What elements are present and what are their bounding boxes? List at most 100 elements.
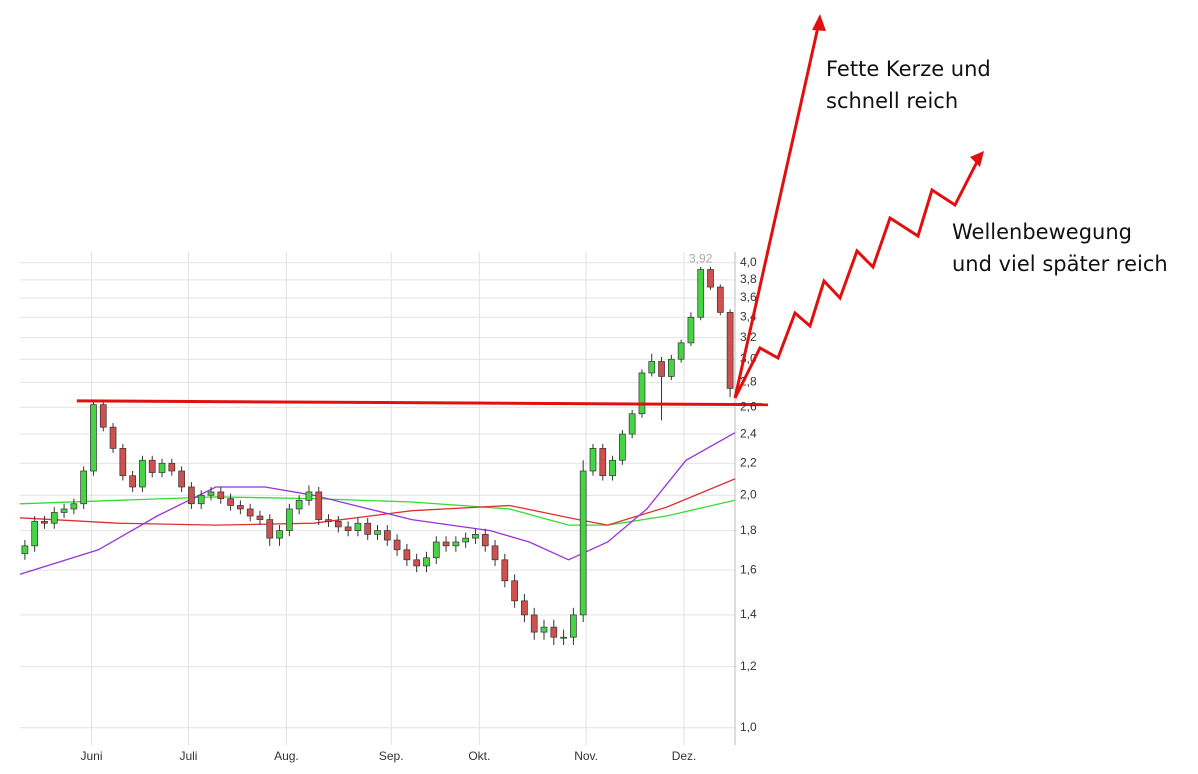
candle-body	[217, 491, 225, 499]
y-tick-label: 1,8	[740, 523, 757, 537]
arrowhead	[970, 151, 984, 167]
y-tick-label: 2,2	[740, 455, 757, 469]
y-tick-label: 1,0	[740, 720, 757, 734]
candle-body	[648, 361, 656, 374]
x-tick-label: Dez.	[672, 749, 697, 763]
candle-body	[579, 470, 587, 616]
moving-average	[19, 496, 736, 526]
candle-body	[237, 505, 244, 510]
annotation: schnell reich	[826, 89, 958, 113]
x-tick-label: Aug.	[274, 749, 299, 763]
candle-body	[393, 539, 401, 551]
candle-body	[403, 549, 411, 561]
candle-body	[139, 459, 146, 488]
candle-body	[726, 312, 734, 389]
candle-body	[21, 545, 29, 555]
candle-body	[344, 526, 352, 531]
candle-body	[658, 361, 665, 377]
candle-body	[716, 286, 724, 313]
candle-body	[354, 522, 362, 531]
candle-body	[80, 470, 88, 505]
candle-body	[197, 494, 205, 505]
y-tick-label: 1,4	[740, 607, 757, 621]
y-tick-label: 2,0	[740, 487, 757, 501]
x-tick-label: Nov.	[574, 749, 598, 763]
y-tick-label: 3,8	[740, 272, 757, 286]
y-tick-label: 1,6	[740, 562, 757, 576]
candle-body	[99, 404, 107, 428]
candle-body	[315, 491, 323, 520]
candle-body	[423, 557, 430, 567]
candle-body	[295, 499, 303, 510]
candle-body	[148, 459, 156, 473]
candle-body	[511, 580, 518, 602]
candle-body	[119, 448, 127, 477]
candle-body	[452, 541, 460, 547]
candle-body	[31, 521, 39, 547]
candle-body	[158, 462, 166, 473]
annotation: Wellenbewegung	[952, 220, 1132, 244]
arrow-wave	[733, 155, 982, 399]
x-tick-label: Juli	[179, 749, 197, 763]
candle-body	[628, 413, 636, 435]
x-tick-label: Sep.	[379, 749, 404, 763]
candle-body	[687, 316, 695, 344]
candle-body	[550, 626, 558, 638]
candle-body	[188, 486, 195, 505]
candle-body	[325, 519, 332, 522]
candle-body	[570, 614, 577, 638]
candle-body	[609, 459, 616, 477]
candle-body	[246, 508, 254, 517]
annotation: Fette Kerze und	[826, 57, 991, 81]
candle-body	[432, 541, 440, 559]
candle-body	[697, 269, 705, 318]
candle-body	[472, 534, 479, 539]
candle-body	[540, 626, 548, 633]
moving-average	[19, 478, 736, 526]
candle-body	[707, 269, 714, 288]
annotation: und viel später reich	[952, 252, 1168, 276]
candle-body	[413, 559, 421, 567]
candle-body	[619, 433, 626, 461]
candle-body	[178, 470, 185, 488]
candle-body	[530, 614, 538, 633]
support-line	[76, 399, 769, 407]
y-tick-label: 4,0	[740, 255, 757, 269]
candles	[21, 266, 769, 645]
candle-body	[109, 426, 117, 449]
x-tick-label: Okt.	[468, 749, 490, 763]
candle-body	[305, 491, 313, 501]
arrowhead	[812, 14, 826, 31]
candle-body	[207, 491, 215, 496]
candle-body	[667, 358, 675, 377]
candle-body	[266, 519, 274, 539]
labels: 1,01,21,41,61,82,02,22,42,62,83,03,23,43…	[80, 252, 757, 763]
y-tick-label: 1,2	[740, 659, 757, 673]
candle-body	[70, 503, 78, 510]
candle-body	[50, 512, 58, 524]
candle-body	[491, 545, 499, 561]
candle-body	[60, 508, 68, 513]
candle-body	[383, 530, 391, 541]
candle-body	[560, 636, 567, 639]
moving-average	[19, 432, 736, 575]
candle-body	[589, 448, 597, 472]
candle-body	[638, 372, 646, 415]
candle-body	[334, 521, 342, 528]
candle-body	[481, 534, 489, 547]
candle-body	[168, 462, 176, 472]
candle-body	[364, 522, 372, 535]
candle-body	[599, 448, 607, 477]
candle-body	[442, 541, 450, 547]
high-label: 3,92	[689, 252, 713, 266]
y-tick-label: 2,6	[740, 399, 757, 413]
grid	[20, 252, 736, 745]
candle-body	[227, 498, 234, 506]
candle-body	[374, 530, 381, 535]
candle-body	[129, 475, 136, 488]
y-tick-label: 3,6	[740, 290, 757, 304]
arrow-fast	[733, 17, 822, 399]
candle-body	[501, 559, 509, 582]
